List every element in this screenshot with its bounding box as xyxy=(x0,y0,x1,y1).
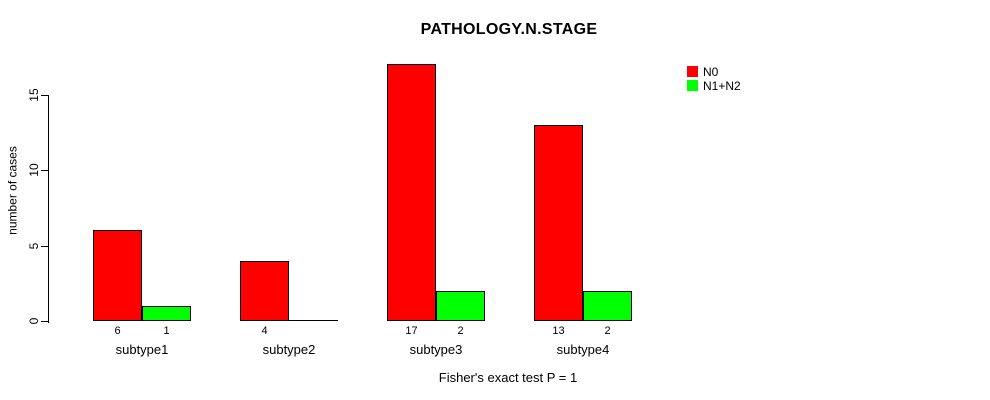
y-axis-tick-label: 5 xyxy=(27,242,41,250)
y-axis-tick xyxy=(41,95,49,96)
bar-n0-subtype4 xyxy=(534,125,583,321)
bar-value-label: 2 xyxy=(604,325,611,337)
y-axis-tick xyxy=(41,246,49,247)
category-label-subtype4: subtype4 xyxy=(556,342,610,357)
legend-entry-n1-n2: N1+N2 xyxy=(687,79,741,92)
bar-n0-subtype3 xyxy=(387,64,436,321)
bar-value-label: 6 xyxy=(114,325,121,337)
category-label-subtype3: subtype3 xyxy=(409,342,463,357)
y-axis-tick xyxy=(41,321,49,322)
bar-n1-n2-subtype3 xyxy=(436,291,485,321)
legend-label: N1+N2 xyxy=(703,78,741,93)
y-axis-line xyxy=(48,95,49,323)
bar-n1-n2-subtype4 xyxy=(583,291,632,321)
legend-swatch-n0 xyxy=(687,66,698,77)
bar-value-label: 1 xyxy=(163,325,170,337)
chart-title: PATHOLOGY.N.STAGE xyxy=(420,21,598,38)
legend-label: N0 xyxy=(703,64,719,79)
bar-value-label: 2 xyxy=(457,325,464,337)
bar-n0-subtype1 xyxy=(93,230,142,321)
bar-n0-subtype2 xyxy=(240,261,289,321)
category-label-subtype1: subtype1 xyxy=(115,342,169,357)
legend: N0 N1+N2 xyxy=(687,65,741,93)
x-axis-label: Fisher's exact test P = 1 xyxy=(438,370,578,385)
bar-value-label: 13 xyxy=(552,325,565,337)
y-axis-tick-label: 0 xyxy=(27,317,41,325)
bar-value-label: 17 xyxy=(405,325,418,337)
category-label-subtype2: subtype2 xyxy=(262,342,316,357)
y-axis-tick xyxy=(41,170,49,171)
bar-value-label: 4 xyxy=(261,325,268,337)
y-axis-tick-label: 10 xyxy=(27,163,41,177)
legend-entry-n0: N0 xyxy=(687,65,741,78)
bar-n1-n2-subtype1 xyxy=(142,306,191,321)
bar-n1-n2-subtype2 xyxy=(289,320,338,321)
y-axis-tick-label: 15 xyxy=(27,88,41,102)
legend-swatch-n1-n2 xyxy=(687,80,698,91)
